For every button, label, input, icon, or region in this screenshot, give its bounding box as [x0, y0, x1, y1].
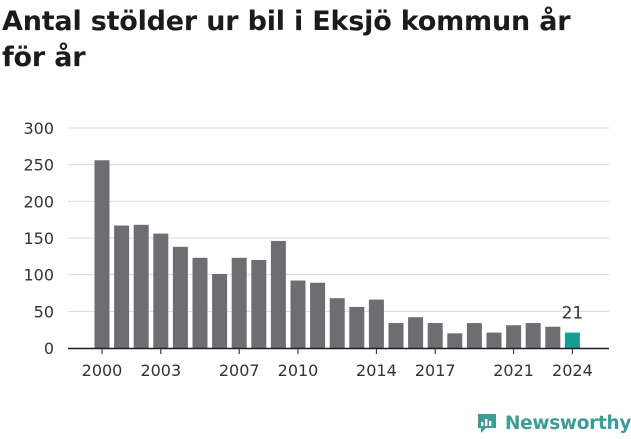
bar: [545, 326, 561, 348]
y-tick-label: 250: [23, 156, 54, 175]
bar: [310, 282, 326, 348]
bar: [447, 333, 463, 348]
bar: [368, 299, 384, 348]
bars: [94, 160, 580, 348]
bar: [133, 224, 149, 348]
data-labels: 21: [562, 304, 584, 324]
bar: [427, 323, 443, 348]
bar: [525, 323, 541, 348]
bar: [212, 273, 228, 348]
bar: [564, 332, 580, 348]
bar: [94, 160, 110, 348]
bar: [349, 306, 365, 348]
bar: [153, 233, 169, 348]
bar: [192, 257, 208, 348]
bar: [251, 260, 267, 348]
bar: [408, 317, 424, 348]
y-axis-ticks: 0 50 100 150 200 250 300: [23, 119, 54, 358]
gridlines: [68, 127, 609, 312]
data-label: 21: [562, 304, 584, 324]
bar: [466, 323, 482, 348]
x-tick-label: 2014: [356, 361, 397, 380]
bar: [270, 240, 286, 348]
x-tick-label: 2000: [82, 361, 123, 380]
x-tick-label: 2010: [278, 361, 319, 380]
bar: [486, 332, 502, 348]
x-axis-ticks: 2000 2003 2007 2010 2014 2017 2021 2024: [82, 348, 593, 380]
y-tick-label: 50: [34, 302, 54, 321]
y-tick-label: 300: [23, 119, 54, 138]
chart-title: Antal stölder ur bil i Eksjö kommun år f…: [2, 6, 571, 73]
newsworthy-chart-icon: [478, 414, 496, 433]
x-tick-label: 2024: [552, 361, 593, 380]
bar: [290, 280, 306, 348]
bar: [329, 298, 345, 348]
y-tick-label: 0: [44, 339, 54, 358]
bar: [506, 325, 522, 348]
x-tick-label: 2007: [219, 361, 260, 380]
y-tick-label: 100: [23, 266, 54, 285]
bar: [114, 225, 130, 348]
x-tick-label: 2021: [493, 361, 534, 380]
x-tick-label: 2003: [140, 361, 181, 380]
brand-logo: Newsworthy: [476, 408, 631, 438]
bar: [172, 246, 188, 348]
x-tick-label: 2017: [415, 361, 456, 380]
bar: [388, 323, 404, 348]
bar: [231, 257, 247, 348]
y-tick-label: 200: [23, 192, 54, 211]
brand-name: Newsworthy: [505, 412, 631, 434]
y-tick-label: 150: [23, 229, 54, 248]
